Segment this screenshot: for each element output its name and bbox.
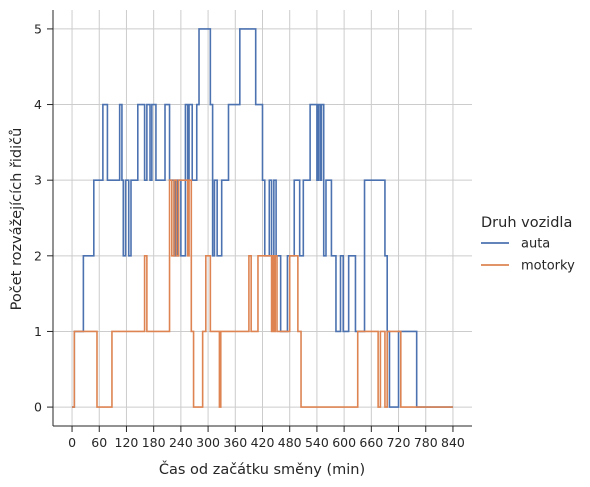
x-tick-label: 840 [441,435,465,450]
x-tick-label: 120 [115,435,139,450]
series-line-auta [72,28,453,408]
tick-labels: 0 60 120 180 240 300 360 420 480 540 600 660 720 780 8… [34,21,465,450]
y-axis-label: Počet rozvážejících řidičů [9,128,25,311]
grid [53,10,472,426]
x-tick-label: 600 [332,435,356,450]
x-tick-label: 420 [251,435,275,450]
legend-label-auta: auta [521,237,550,252]
x-tick-label: 540 [305,435,329,450]
x-tick-label: 360 [223,435,247,450]
y-tick-label: 4 [34,97,42,112]
legend: Druh vozidla auta motorky [481,215,575,274]
series-line-motorky [72,179,453,408]
x-tick-label: 60 [91,435,107,450]
x-tick-label: 240 [169,435,193,450]
x-tick-label: 300 [196,435,220,450]
y-tick-label: 2 [34,248,42,263]
axes [47,10,472,432]
series-layer [72,28,453,408]
x-tick-label: 180 [142,435,166,450]
legend-label-motorky: motorky [521,259,575,274]
x-tick-label: 780 [414,435,438,450]
y-tick-label: 1 [34,324,42,339]
x-tick-label: 660 [359,435,383,450]
y-tick-label: 5 [34,21,42,36]
x-tick-label: 720 [387,435,411,450]
y-tick-label: 3 [34,173,42,188]
x-tick-label: 480 [278,435,302,450]
x-axis-label: Čas od začátku směny (min) [159,460,365,478]
y-tick-label: 0 [34,400,42,415]
x-tick-label: 0 [68,435,76,450]
legend-title: Druh vozidla [481,215,572,231]
